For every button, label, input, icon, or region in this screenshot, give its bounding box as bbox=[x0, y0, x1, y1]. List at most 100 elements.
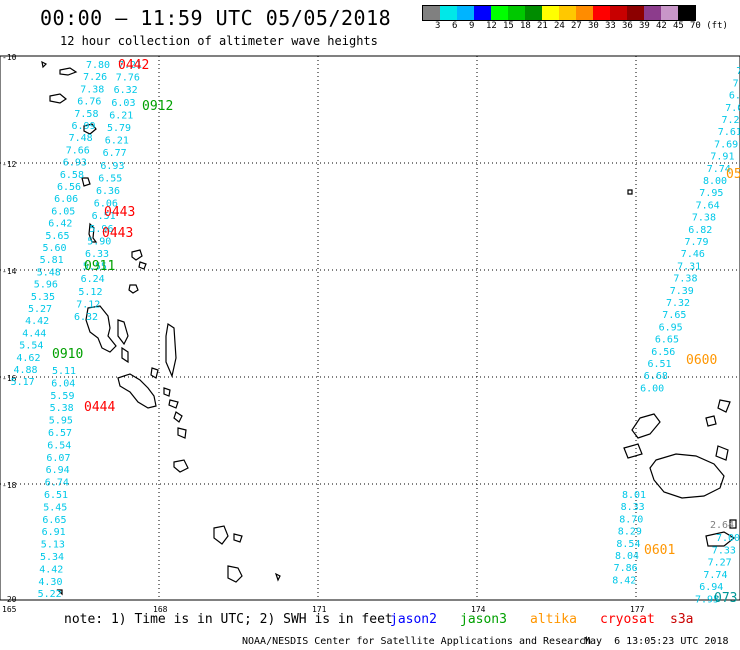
swh-value: 7.26 bbox=[83, 72, 107, 83]
swh-value: 6.06 bbox=[54, 194, 78, 205]
swh-value: 6.32 bbox=[114, 85, 138, 96]
swh-value: 4.44 bbox=[22, 328, 46, 339]
swh-value: 7.38 bbox=[673, 274, 697, 285]
swh-value: 7.95 bbox=[699, 188, 723, 199]
legend-cryosat: cryosat bbox=[600, 612, 655, 627]
swh-value: 5.12 bbox=[78, 287, 102, 298]
swh-value: 6.36 bbox=[96, 186, 120, 197]
swh-value: 6.58 bbox=[60, 170, 84, 181]
chart-title: 00:00 – 11:59 UTC 05/05/2018 bbox=[40, 6, 392, 30]
swh-value: 5.35 bbox=[31, 292, 55, 303]
swh-value: 7.00 bbox=[716, 533, 740, 544]
swh-value: 8.29 bbox=[618, 527, 642, 538]
swh-value: 6.82 bbox=[688, 225, 712, 236]
swh-value: 6.76 bbox=[77, 97, 101, 108]
swh-value: 5.59 bbox=[50, 391, 74, 402]
swh-value: 5.79 bbox=[107, 123, 131, 134]
legend-swatch bbox=[593, 6, 610, 20]
swh-value: 6.33 bbox=[85, 249, 109, 260]
legend-label: 42 bbox=[656, 21, 667, 31]
swh-value: 7.66 bbox=[66, 145, 90, 156]
lat-label: -16 bbox=[2, 374, 17, 383]
legend-label: 24 bbox=[554, 21, 565, 31]
swh-value: 6.82 bbox=[729, 91, 740, 102]
swh-value: 4.88 bbox=[14, 365, 38, 376]
swh-value: 6.93 bbox=[100, 161, 124, 172]
swh-value: 7.80 bbox=[86, 60, 110, 71]
pass-time-label: 0443 bbox=[104, 205, 135, 220]
island-outlines bbox=[41, 60, 737, 596]
swh-value: 8.04 bbox=[615, 551, 639, 562]
swh-value: 7.76 bbox=[116, 73, 140, 84]
pass-time-label: 0910 bbox=[52, 347, 83, 362]
swh-value: 7.20 bbox=[722, 115, 740, 126]
swh-value: 7.12 bbox=[76, 299, 100, 310]
swh-value: 7.86 bbox=[614, 563, 638, 574]
swh-value: 5.48 bbox=[37, 267, 61, 278]
swh-value: 8.42 bbox=[612, 575, 636, 586]
swh-value: 7.74 bbox=[703, 570, 727, 581]
legend-s3a: s3a bbox=[670, 612, 694, 627]
swh-value: 7.46 bbox=[681, 249, 705, 260]
legend-swatch bbox=[559, 6, 576, 20]
legend-label: 21 bbox=[537, 21, 548, 31]
legend-label: 30 bbox=[588, 21, 599, 31]
swh-value: 6.03 bbox=[111, 98, 135, 109]
swh-value: 5.38 bbox=[50, 403, 74, 414]
swh-value: 6.56 bbox=[651, 347, 675, 358]
swh-value: 4.42 bbox=[25, 316, 49, 327]
swh-value: 7.42 bbox=[733, 78, 740, 89]
swh-value: 7.61 bbox=[718, 127, 740, 138]
pass-time-label: 0444 bbox=[84, 400, 115, 415]
swh-value: 6.32 bbox=[74, 312, 98, 323]
swh-value: 5.60 bbox=[43, 243, 67, 254]
swh-value: 5.34 bbox=[40, 552, 64, 563]
legend-label: 70 (ft) bbox=[690, 21, 728, 31]
swh-value: 4.30 bbox=[38, 577, 62, 588]
lon-label: 177 bbox=[630, 605, 645, 614]
swh-value: 6.91 bbox=[42, 527, 66, 538]
map-grid bbox=[0, 56, 740, 600]
pass-time-label: 0443 bbox=[102, 226, 133, 241]
swh-value: 5.22 bbox=[38, 589, 62, 600]
legend-label: 39 bbox=[639, 21, 650, 31]
swh-value: 6.94 bbox=[699, 582, 723, 593]
swh-value: 6.00 bbox=[640, 383, 664, 394]
lon-label: 174 bbox=[471, 605, 486, 614]
swh-value: 6.51 bbox=[44, 490, 68, 501]
legend-swatch bbox=[542, 6, 559, 20]
swh-value: 6.93 bbox=[63, 158, 87, 169]
swh-value: 5.13 bbox=[41, 540, 65, 551]
swh-value: 6.05 bbox=[51, 206, 75, 217]
legend-swatch bbox=[457, 6, 474, 20]
legend-label: 33 bbox=[605, 21, 616, 31]
swh-value: 5.81 bbox=[40, 255, 64, 266]
swh-value: 7.00 bbox=[736, 66, 740, 77]
swh-value: 7.69 bbox=[714, 139, 738, 150]
swh-value: 7.32 bbox=[666, 298, 690, 309]
pass-time-label: 073 bbox=[714, 591, 737, 606]
swh-value: 8.70 bbox=[619, 514, 643, 525]
legend-label: 15 bbox=[503, 21, 514, 31]
swh-value: 5.96 bbox=[89, 224, 113, 235]
swh-value: 6.51 bbox=[648, 359, 672, 370]
swh-value: 7.27 bbox=[708, 558, 732, 569]
pass-time-label: 0600 bbox=[686, 353, 717, 368]
swh-value: 7.38 bbox=[80, 84, 104, 95]
legend-label: 18 bbox=[520, 21, 531, 31]
legend-swatch bbox=[678, 6, 695, 20]
map-frame bbox=[0, 55, 740, 601]
swh-value: 5.27 bbox=[28, 304, 52, 315]
legend-swatch bbox=[474, 6, 491, 20]
swh-value: 6.77 bbox=[103, 148, 127, 159]
swh-value: 6.99 bbox=[72, 121, 96, 132]
swh-value: 5.90 bbox=[87, 236, 111, 247]
swh-value: 6.55 bbox=[98, 173, 122, 184]
swh-value: 5.17 bbox=[11, 377, 35, 388]
lat-label: -12 bbox=[2, 160, 17, 169]
swh-value: 6.07 bbox=[46, 453, 70, 464]
swh-value: 7.74 bbox=[707, 164, 731, 175]
swh-value: 8.33 bbox=[621, 502, 645, 513]
swh-value: 7.48 bbox=[69, 133, 93, 144]
